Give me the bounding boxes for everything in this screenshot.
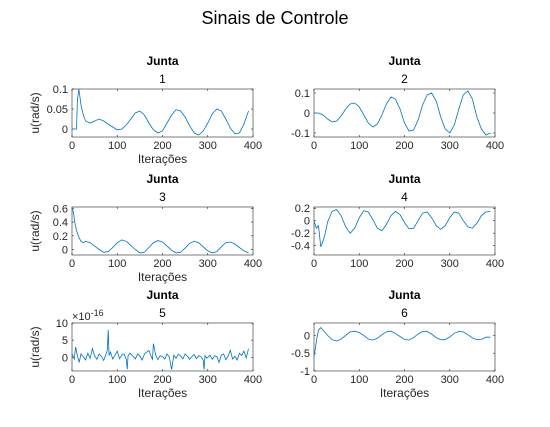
x-tick-label: 0: [311, 258, 317, 270]
y-tick-label: 0: [62, 124, 68, 136]
series-line: [313, 209, 491, 248]
y-axis-label: u(rad/s): [28, 92, 42, 133]
subplot-title: Junta: [388, 172, 420, 186]
x-tick-label: 200: [153, 374, 171, 386]
subplot-subtitle: 4: [401, 190, 408, 204]
series-line: [72, 88, 249, 136]
x-tick-label: 300: [441, 140, 459, 152]
y-tick-label: 0: [62, 352, 68, 364]
x-tick-label: 400: [486, 258, 504, 270]
y-tick-label: -0.2: [291, 228, 310, 240]
x-tick-label: 400: [486, 140, 504, 152]
y-tick-label: 0.4: [53, 217, 68, 229]
y-tick-label: -0.5: [291, 348, 310, 360]
x-tick-label: 300: [199, 140, 217, 152]
y-tick-label: 0.6: [53, 203, 68, 215]
subplot-title: Junta: [146, 54, 178, 68]
subplot-title: Junta: [146, 172, 178, 186]
x-tick-label: 200: [153, 140, 171, 152]
plot-area: [71, 206, 254, 256]
x-tick-label: 100: [350, 140, 368, 152]
y-tick-label: 0: [304, 216, 310, 228]
y-tick-label: 0: [62, 245, 68, 257]
y-exponent-label: ×10-16: [72, 308, 104, 323]
x-axis-label: Iterações: [380, 386, 429, 400]
subplot-subtitle: 2: [401, 72, 408, 86]
subplot-title: Junta: [388, 288, 420, 302]
x-tick-label: 0: [69, 374, 75, 386]
x-tick-label: 0: [311, 140, 317, 152]
plot-area: [313, 322, 496, 372]
y-tick-label: 0: [304, 108, 310, 120]
x-tick-label: 100: [108, 140, 126, 152]
series-line: [314, 90, 491, 136]
x-tick-label: 0: [69, 258, 75, 270]
x-tick-label: 100: [350, 258, 368, 270]
subplot-title: Junta: [388, 54, 420, 68]
figure-title: Sinais de Controle: [201, 8, 348, 28]
x-tick-label: 300: [441, 258, 459, 270]
subplot-subtitle: 1: [159, 72, 166, 86]
x-tick-label: 200: [395, 140, 413, 152]
y-exponent-power: -16: [91, 308, 104, 318]
x-tick-label: 0: [311, 374, 317, 386]
y-tick-label: 0.1: [53, 84, 68, 96]
x-tick-label: 400: [244, 140, 262, 152]
y-tick-label: 0.05: [47, 104, 68, 116]
x-tick-label: 100: [350, 374, 368, 386]
y-tick-label: 0.1: [295, 88, 310, 100]
y-tick-label: -0.4: [291, 241, 310, 253]
subplot-5: Junta 5 0 100 200 300 400 0 5 10 Iterações u(rad/s)…: [28, 288, 262, 400]
x-axis-label: Iterações: [138, 386, 187, 400]
subplot-subtitle: 5: [159, 306, 166, 320]
x-tick-label: 300: [199, 258, 217, 270]
y-tick-label: 10: [56, 318, 68, 330]
x-tick-label: 300: [199, 374, 217, 386]
subplot-subtitle: 3: [159, 190, 166, 204]
x-tick-label: 100: [108, 374, 126, 386]
series-line: [313, 327, 491, 357]
subplot-1: Junta 1 0 100 200 300 400 0 0.05 0.1 Iterações u(ra…: [28, 54, 262, 166]
x-tick-label: 400: [486, 374, 504, 386]
x-tick-label: 200: [395, 258, 413, 270]
x-tick-label: 200: [153, 258, 171, 270]
plot-area: [313, 206, 496, 256]
subplot-subtitle: 6: [401, 306, 408, 320]
y-tick-label: 0: [304, 330, 310, 342]
subplot-3: Junta 3 0 100 200 300 400 0 0.2 0.4 0.6 Iterações u(…: [28, 172, 262, 284]
subplot-title: Junta: [146, 288, 178, 302]
y-axis-label: u(rad/s): [28, 210, 42, 251]
x-tick-label: 300: [441, 374, 459, 386]
x-tick-label: 100: [108, 258, 126, 270]
plot-area: [313, 88, 496, 138]
plot-area: [71, 322, 254, 372]
x-tick-label: 0: [69, 140, 75, 152]
y-tick-label: 0.2: [295, 203, 310, 215]
y-tick-label: -1: [300, 366, 310, 378]
x-tick-label: 200: [395, 374, 413, 386]
y-tick-label: 5: [62, 335, 68, 347]
series-line: [71, 329, 249, 370]
x-tick-label: 400: [244, 258, 262, 270]
series-line: [71, 208, 249, 254]
plot-area: [71, 88, 254, 138]
y-tick-label: -0.1: [291, 128, 310, 140]
x-tick-label: 400: [244, 374, 262, 386]
subplot-6: Junta 6 0 100 200 300 400 -1 -0.5 0 Iterações: [291, 288, 504, 400]
y-axis-label: u(rad/s): [28, 326, 42, 367]
x-axis-label: Iterações: [138, 152, 187, 166]
y-tick-label: 0.2: [53, 231, 68, 243]
x-axis-label: Iterações: [138, 270, 187, 284]
